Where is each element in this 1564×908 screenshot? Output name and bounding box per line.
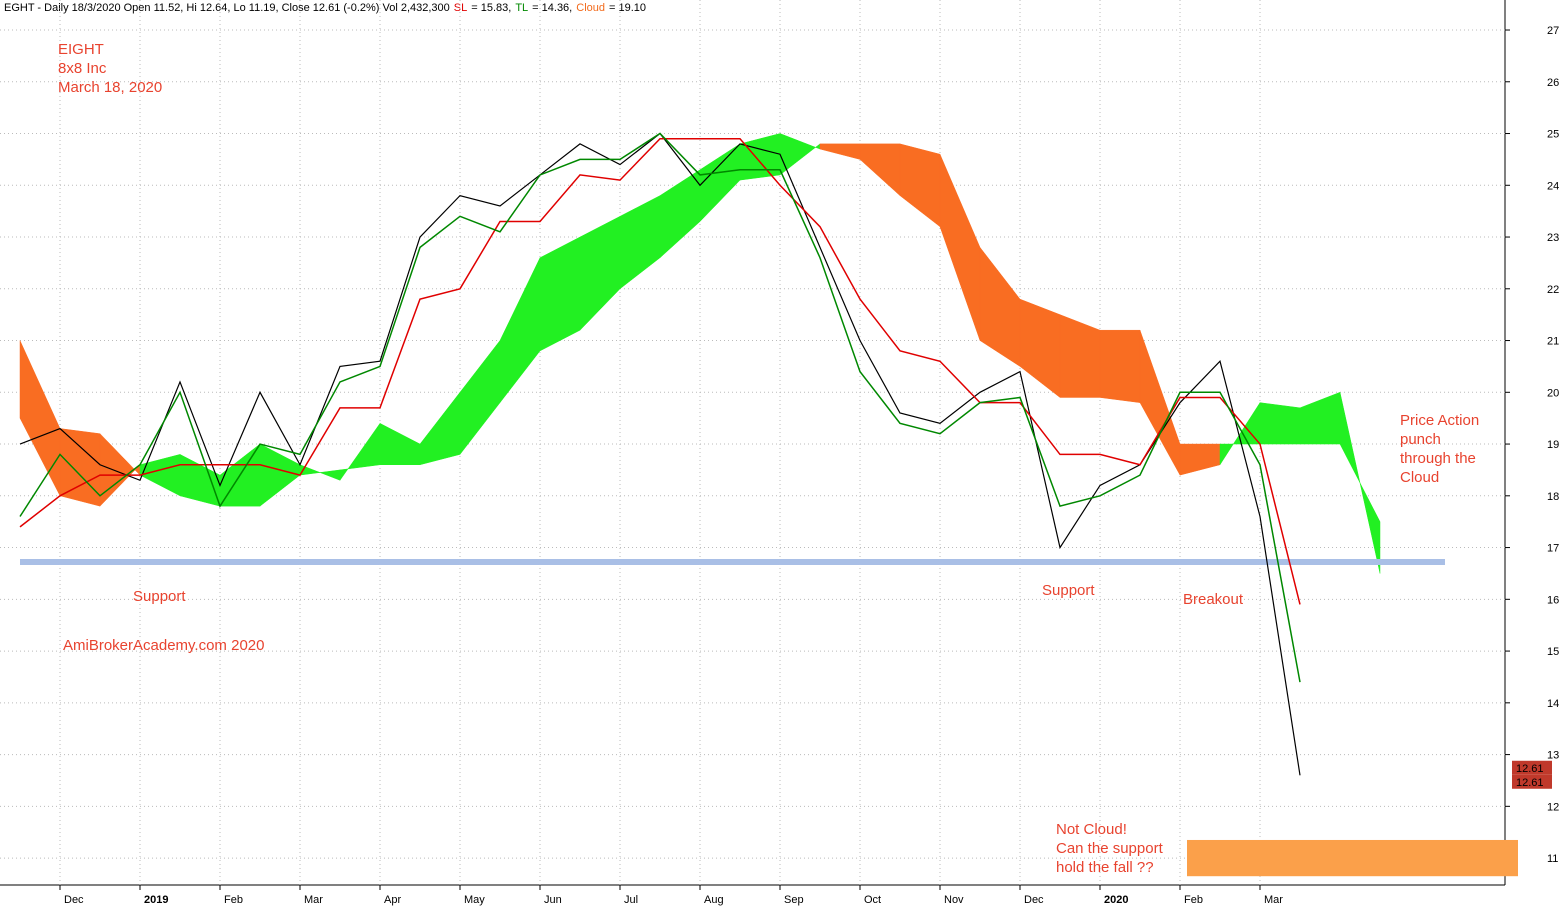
y-tick-label: 22 [1547,284,1559,296]
y-tick-label: 12 [1547,801,1559,813]
x-tick-label: 2019 [144,894,168,906]
x-tick-label: Oct [864,894,881,906]
x-tick-label: Mar [304,894,323,906]
x-tick-label: Feb [224,894,243,906]
annotation: through the [1400,450,1476,467]
y-tick-label: 24 [1547,180,1559,192]
header-part: Cloud [576,2,605,14]
y-tick-label: 16 [1547,594,1559,606]
price-tag [1512,774,1552,789]
header-part: SL [454,2,467,14]
annotation: March 18, 2020 [58,79,162,96]
x-tick-label: Sep [784,894,804,906]
header-part: TL [515,2,528,14]
x-tick-label: Aug [704,894,724,906]
annotation: AmiBrokerAcademy.com 2020 [63,637,264,654]
annotation: Can the support [1056,840,1164,857]
y-tick-label: 11 [1547,853,1558,865]
series-line [19,132,1301,683]
x-tick-label: Dec [64,894,84,906]
price-tag [1512,760,1552,775]
header-part: = 14.36, [532,2,572,14]
price-tag-label: 12.61 [1516,763,1544,775]
annotation: Not Cloud! [1056,821,1127,838]
annotation: EIGHT [58,41,104,58]
x-tick-label: Apr [384,894,401,906]
y-tick-label: 27 [1547,25,1559,37]
price-tag-label: 12.61 [1516,777,1544,789]
y-tick-label: 26 [1547,77,1559,89]
chart-header: EGHT - Daily 18/3/2020 Open 11.52, Hi 12… [4,2,646,14]
x-tick-label: May [464,894,485,906]
annotation: 8x8 Inc [58,60,107,77]
annotation: Breakout [1183,591,1244,608]
header-part: = 15.83, [471,2,511,14]
y-tick-label: 23 [1547,232,1559,244]
x-tick-label: Jun [544,894,562,906]
y-tick-label: 15 [1547,646,1559,658]
y-tick-label: 14 [1547,698,1559,710]
header-part: = 19.10 [609,2,646,14]
cloud-segment [1099,329,1141,403]
cloud-segment [59,428,101,507]
cloud-segment [1259,402,1301,445]
annotation: Support [1042,582,1095,599]
x-tick-label: 2020 [1104,894,1128,906]
x-tick-label: Jul [624,894,638,906]
support-zone [1187,839,1518,877]
annotation: Support [133,588,186,605]
y-tick-label: 20 [1547,387,1559,399]
annotation: hold the fall ?? [1056,859,1154,876]
cloud-segment [1339,392,1381,574]
x-tick-label: Mar [1264,894,1283,906]
y-tick-label: 19 [1547,439,1559,451]
annotation: Price Action [1400,412,1479,429]
y-tick-label: 17 [1547,543,1559,555]
y-tick-label: 18 [1547,491,1559,503]
y-tick-label: 21 [1547,336,1559,348]
header-part: EGHT - Daily 18/3/2020 Open 11.52, Hi 12… [4,2,450,14]
x-tick-label: Nov [944,894,964,906]
annotation: Cloud [1400,469,1439,486]
y-tick-label: 25 [1547,129,1559,141]
annotation: punch [1400,431,1441,448]
x-tick-label: Dec [1024,894,1044,906]
x-tick-label: Feb [1184,894,1203,906]
series-line [19,137,1301,605]
y-tick-label: 13 [1547,750,1559,762]
